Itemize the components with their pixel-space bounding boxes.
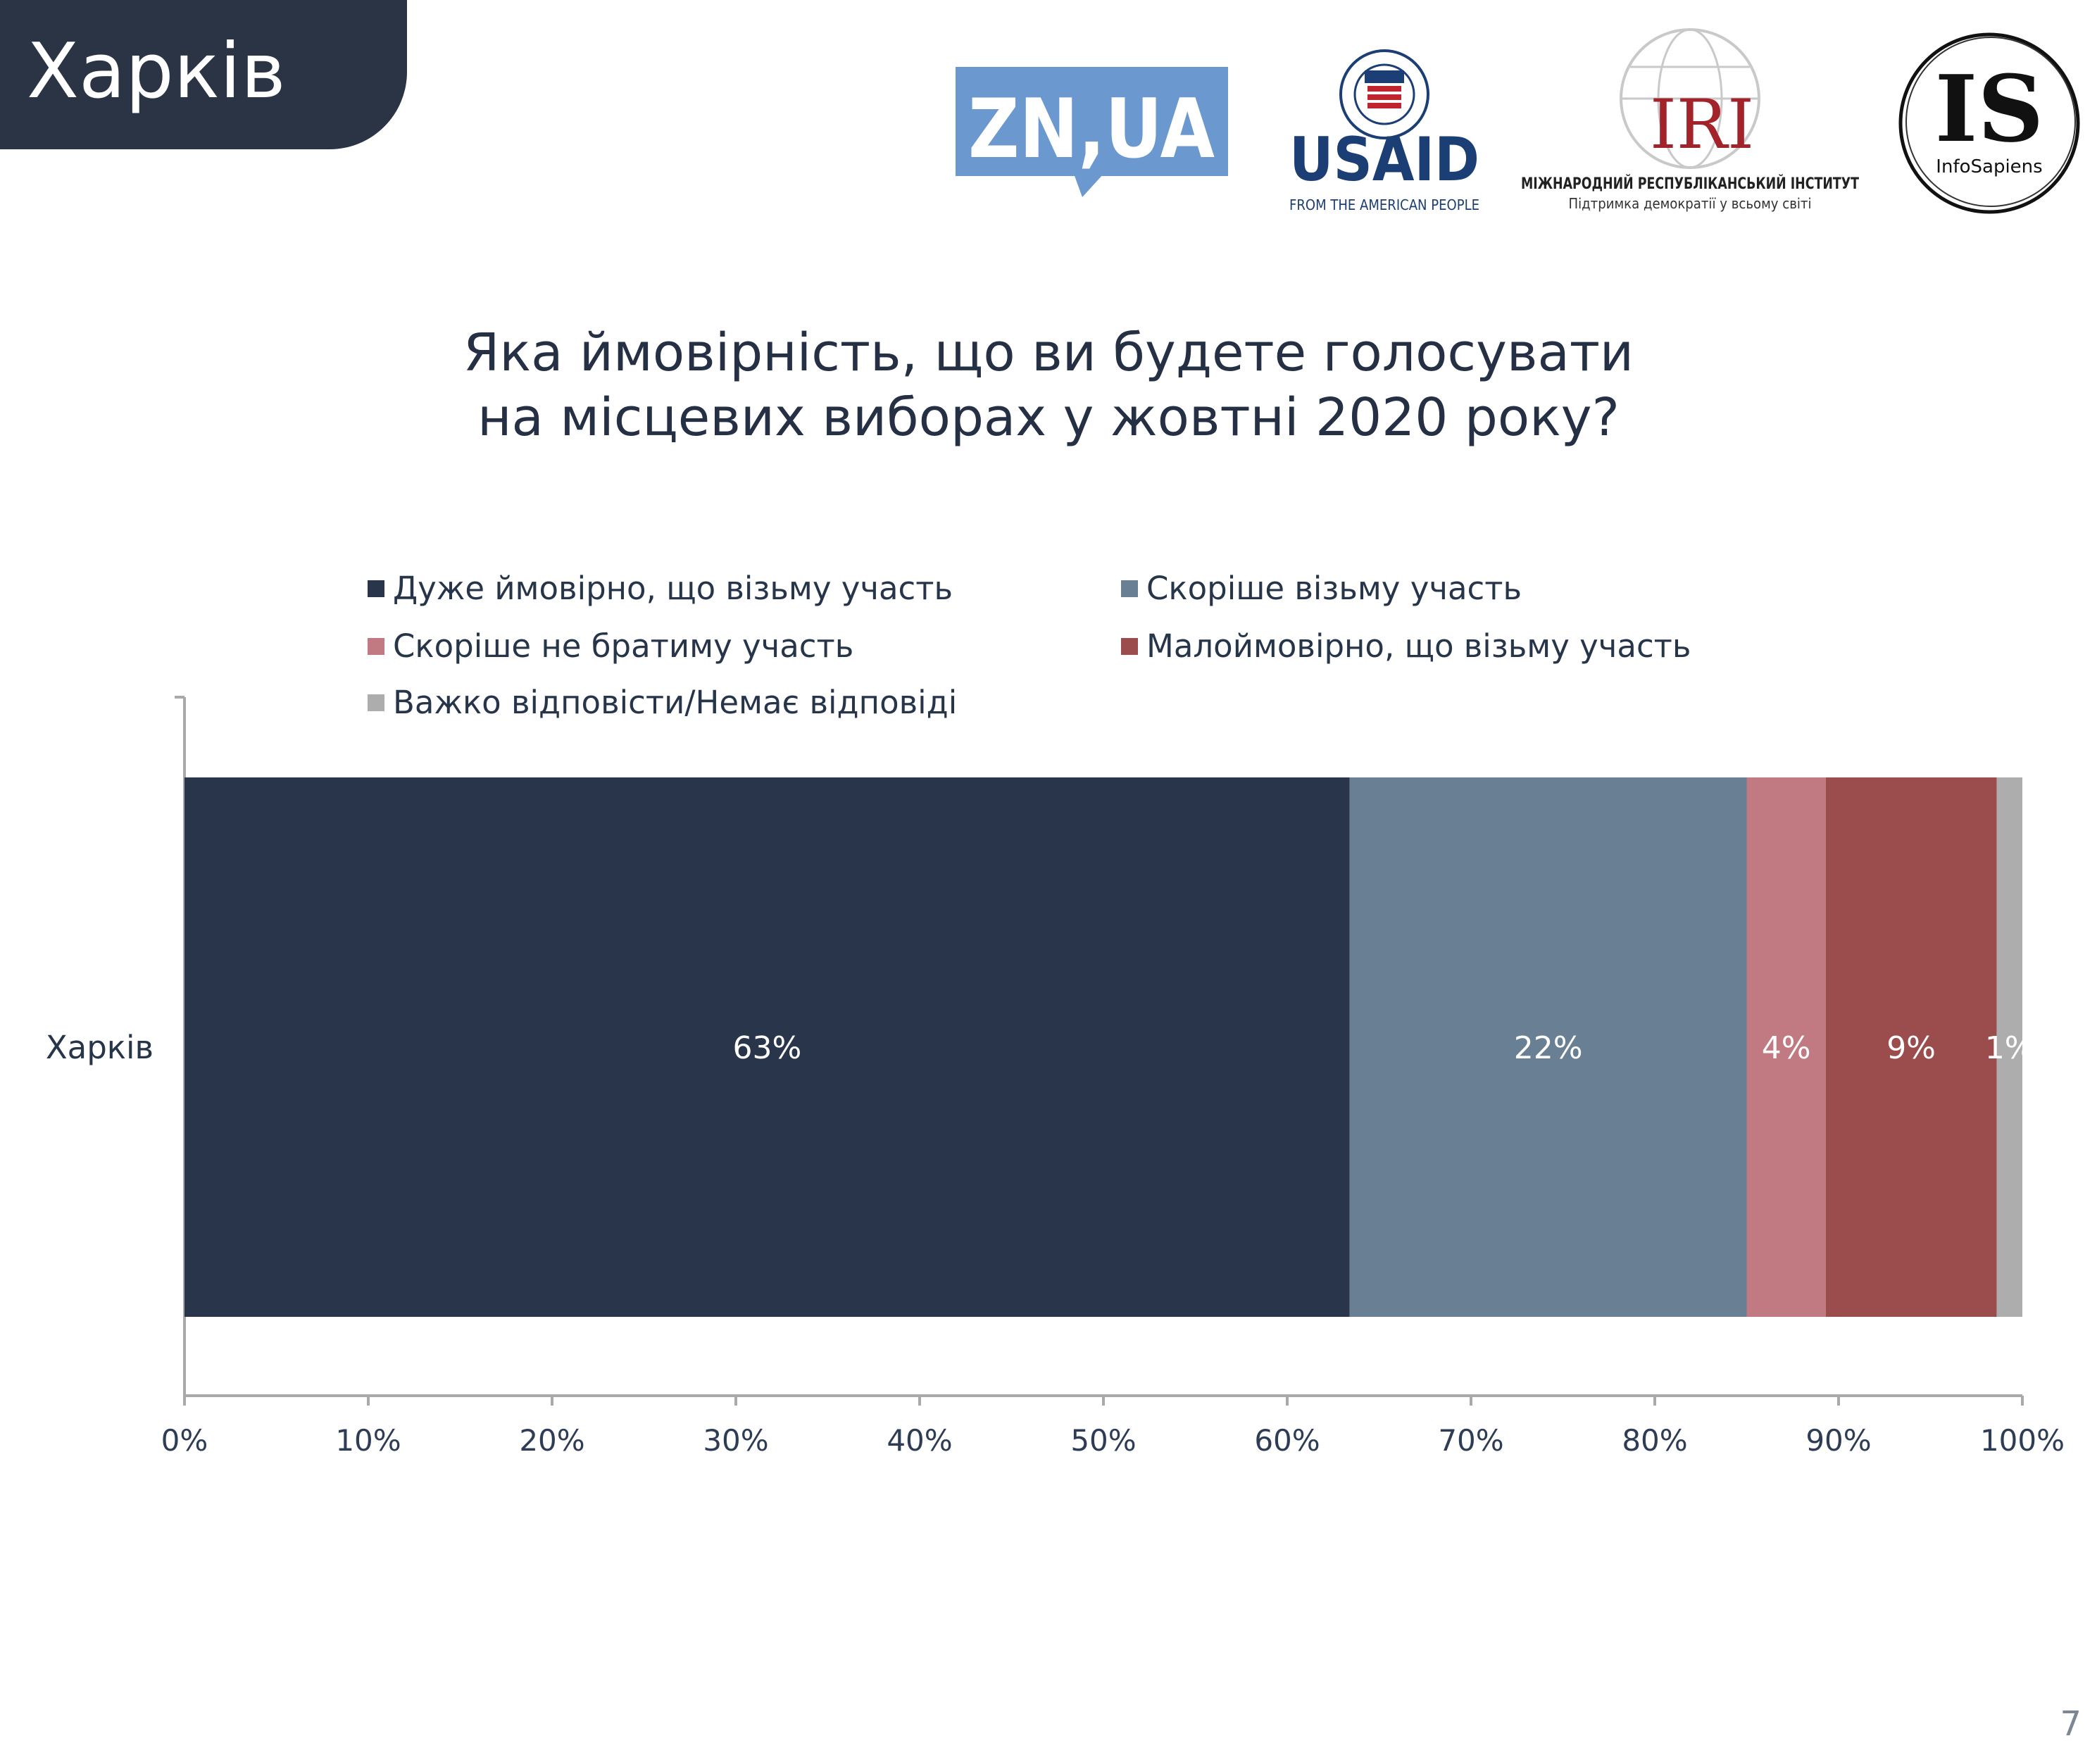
infosapiens-name: InfoSapiens (1936, 156, 2042, 177)
chart-title-line-1: Яка ймовірність, що ви будете голосувати (463, 323, 1634, 383)
usaid-tagline: FROM THE AMERICAN PEOPLE (1289, 196, 1479, 213)
x-tick-label: 40% (887, 1423, 952, 1458)
x-tick-label: 60% (1254, 1423, 1320, 1458)
chart-title: Яка ймовірність, що ви будете голосувати… (0, 320, 2097, 450)
bar-segment (1825, 777, 1997, 1317)
legend-label-unlikely: Малоймовірно, що візьму участь (1146, 627, 1691, 665)
infosapiens-logo: IS InfoSapiens (1894, 28, 2084, 218)
bar-segment (1349, 777, 1747, 1317)
data-label: 4% (1762, 1030, 1811, 1066)
category-label: Харків (46, 1029, 154, 1066)
x-tick-label: 100% (1980, 1423, 2065, 1458)
iri-wordmark: IRI (1650, 85, 1754, 164)
legend-swatch-rather-no (368, 638, 384, 655)
bar-segment (1996, 777, 2022, 1317)
iri-tagline: Підтримка демократії у всьому світі (1569, 195, 1812, 212)
region-tab: Харків (0, 0, 407, 149)
legend-item-rather-no: Скоріше не братиму участь (368, 627, 853, 666)
x-tick-label: 0% (161, 1423, 208, 1458)
bar-segment (184, 777, 1350, 1317)
region-tab-label: Харків (27, 27, 286, 115)
legend-swatch-unlikely (1121, 638, 1138, 655)
bar-segment (1746, 777, 1826, 1317)
data-label: 22% (1514, 1030, 1583, 1066)
iri-name: МІЖНАРОДНИЙ РЕСПУБЛІКАНСЬКИЙ ІНСТИТУТ (1521, 175, 1859, 193)
legend-item-dont-know: Важко відповісти/Немає відповіді (368, 683, 957, 723)
usaid-wordmark: USAID (1289, 125, 1479, 195)
legend-item-very-likely: Дуже ймовірно, що візьму участь (368, 569, 953, 608)
legend-label-very-likely: Дуже ймовірно, що візьму участь (393, 570, 953, 607)
legend-swatch-rather-yes (1121, 580, 1138, 597)
legend-swatch-dont-know (368, 694, 384, 711)
zn-ua-logo: ZN,UA (956, 67, 1228, 197)
data-label: 9% (1886, 1030, 1936, 1066)
x-tick-label: 90% (1805, 1423, 1871, 1458)
x-tick-label: 30% (703, 1423, 768, 1458)
legend-label-dont-know: Важко відповісти/Немає відповіді (393, 684, 958, 721)
x-tick-label: 70% (1438, 1423, 1503, 1458)
x-tick-label: 80% (1622, 1423, 1687, 1458)
x-tick-label: 20% (519, 1423, 584, 1458)
x-tick-label: 50% (1070, 1423, 1136, 1458)
legend-label-rather-no: Скоріше не братиму участь (393, 627, 854, 665)
page-number: 7 (2060, 1704, 2082, 1744)
data-label: 63% (732, 1030, 801, 1066)
usaid-logo: USAID FROM THE AMERICAN PEOPLE (1282, 41, 1486, 217)
legend-item-rather-yes: Скоріше візьму участь (1121, 569, 1522, 608)
chart-title-line-2: на місцевих виборах у жовтні 2020 року? (477, 387, 1620, 448)
legend-label-rather-yes: Скоріше візьму участь (1146, 570, 1522, 607)
zn-ua-logo-text: ZN,UA (968, 82, 1215, 177)
infosapiens-wordmark: IS (1935, 55, 2044, 163)
x-tick-label: 10% (335, 1423, 401, 1458)
legend-item-unlikely: Малоймовірно, що візьму участь (1121, 627, 1691, 666)
legend-swatch-very-likely (368, 580, 384, 597)
iri-logo: IRI МІЖНАРОДНИЙ РЕСПУБЛІКАНСЬКИЙ ІНСТИТУ… (1517, 28, 1863, 218)
data-label: 1% (1985, 1030, 2034, 1066)
